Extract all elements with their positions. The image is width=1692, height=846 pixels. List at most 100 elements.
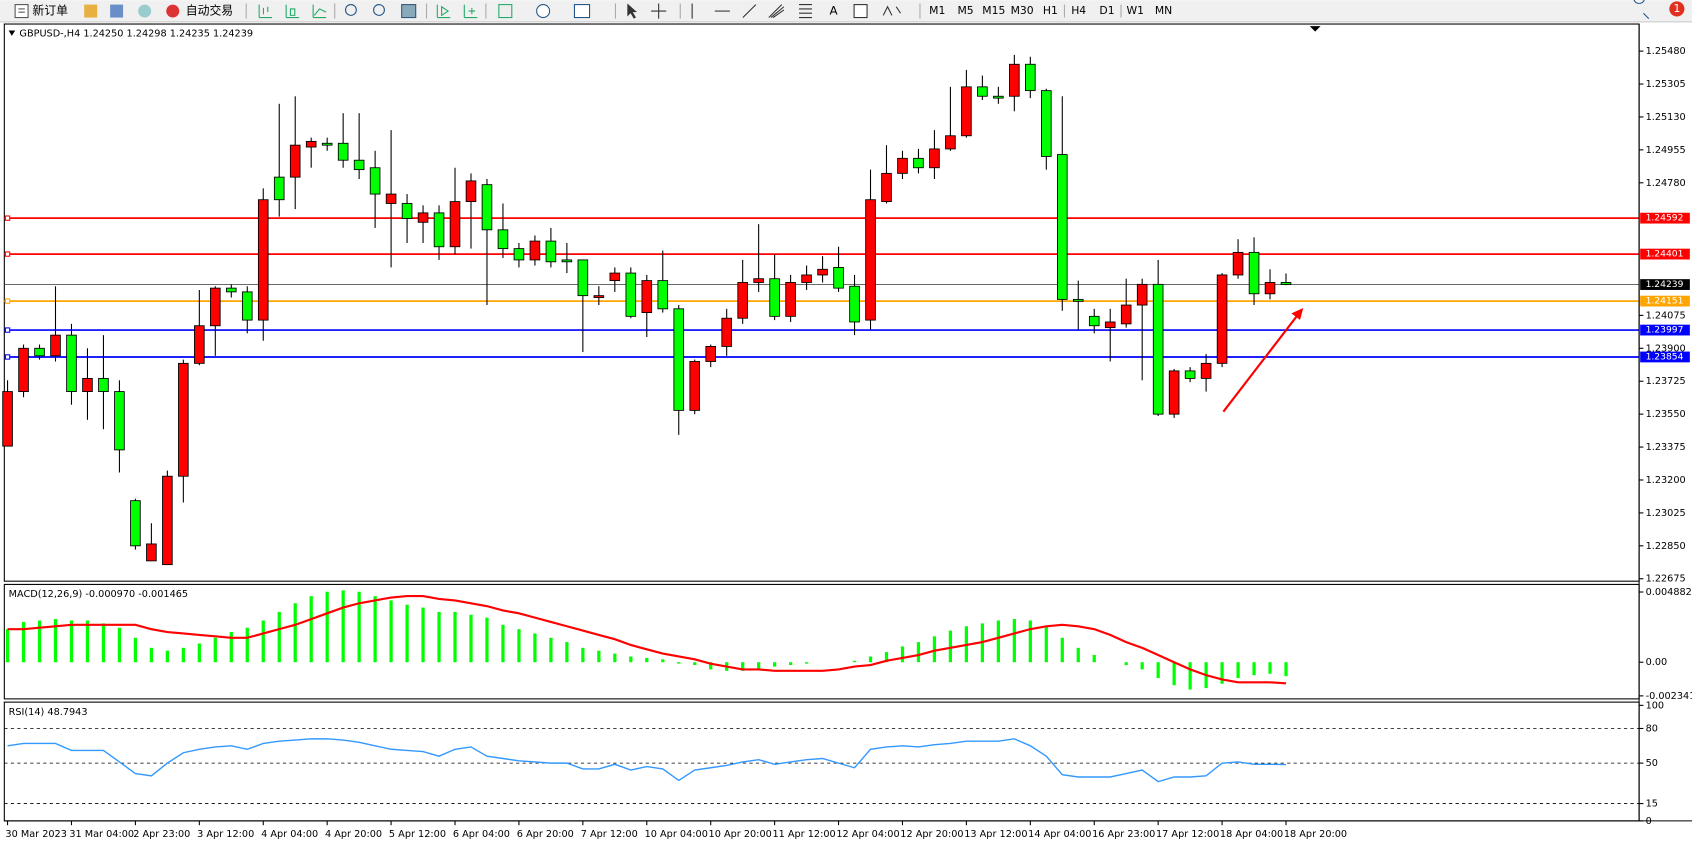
timeframe-button[interactable]: W1 xyxy=(1127,4,1145,17)
candle-body xyxy=(130,500,141,547)
candle-body xyxy=(337,142,349,161)
candle-body xyxy=(241,291,253,321)
cursor-tool[interactable] xyxy=(627,3,638,19)
y-tick-label: 0.004882 xyxy=(1646,587,1692,598)
y-tick-label: 80 xyxy=(1646,723,1658,734)
timeframe-button[interactable]: MN xyxy=(1155,4,1172,17)
candle-body xyxy=(385,193,397,204)
tile-windows[interactable] xyxy=(401,4,417,19)
candle-body xyxy=(289,144,301,178)
candle-body xyxy=(1120,304,1132,325)
text-tool[interactable]: A xyxy=(830,4,839,18)
candle-body xyxy=(1232,251,1244,276)
notification-badge[interactable] xyxy=(1669,1,1685,17)
level-label: 1.24592 xyxy=(1646,213,1684,224)
candle-body xyxy=(705,346,716,362)
candle-body xyxy=(225,287,237,293)
candle-body xyxy=(769,278,780,317)
candle-body xyxy=(481,184,493,231)
y-tick-label: 1.25480 xyxy=(1646,46,1686,57)
y-tick-label: 1.25305 xyxy=(1646,79,1686,90)
tool-icon[interactable] xyxy=(84,4,98,18)
candle-body xyxy=(817,268,828,276)
level-anchor xyxy=(4,327,11,333)
candle-body xyxy=(433,212,445,248)
tool-icon[interactable] xyxy=(110,4,124,18)
candle-body xyxy=(146,543,157,562)
candle-body xyxy=(2,391,13,447)
candle-body xyxy=(977,86,988,97)
candle-body xyxy=(993,95,1004,99)
candle-body xyxy=(114,391,125,451)
y-tick-label: 1.23200 xyxy=(1646,475,1686,486)
candle-body xyxy=(162,475,173,566)
candle-body xyxy=(1200,362,1212,379)
tool-icon[interactable] xyxy=(436,4,451,19)
tool-icon[interactable] xyxy=(463,4,478,19)
tool-icon[interactable] xyxy=(312,4,327,19)
candle-body xyxy=(18,347,29,393)
level-anchor xyxy=(4,251,11,257)
toolbar-bg xyxy=(0,0,1692,22)
candle-body xyxy=(897,157,908,174)
level-anchor xyxy=(4,354,11,360)
candle-body xyxy=(913,157,924,169)
candle-body xyxy=(753,278,764,283)
candle-body xyxy=(945,135,956,150)
candle-body xyxy=(1041,90,1052,157)
timeframe-button[interactable]: H4 xyxy=(1071,4,1086,17)
timeframe-button[interactable]: M5 xyxy=(957,4,973,17)
channel-tool[interactable] xyxy=(768,4,785,18)
zoom-out[interactable] xyxy=(373,4,385,16)
auto-trading-icon xyxy=(166,4,180,18)
indicators[interactable] xyxy=(498,4,513,19)
candle-body xyxy=(1264,282,1276,295)
y-tick-label: 1.22675 xyxy=(1646,574,1686,585)
signal-line xyxy=(7,594,1287,685)
search[interactable] xyxy=(1633,0,1650,20)
fibo-tool[interactable] xyxy=(799,4,812,19)
periods[interactable] xyxy=(536,4,551,19)
y-tick-label: 1.24780 xyxy=(1646,178,1686,189)
y-tick-label: 1.23375 xyxy=(1646,442,1686,453)
candle-body xyxy=(881,172,892,203)
timeframe-button[interactable]: M15 xyxy=(982,4,1005,17)
chart-area: 1.25480 1.25305 1.25130 1.24955 1.24780 1.240… xyxy=(2,23,1692,840)
trendline-tool[interactable] xyxy=(742,4,757,18)
level-label-bg xyxy=(1640,212,1690,224)
candle-body xyxy=(449,201,461,248)
label-tool[interactable] xyxy=(853,4,868,19)
new-order-button[interactable]: 新订单 xyxy=(14,4,68,19)
timeframe-button[interactable]: H1 xyxy=(1043,4,1058,17)
candle-body xyxy=(401,203,413,219)
last-price-bg xyxy=(1640,279,1690,290)
tool-icon[interactable] xyxy=(285,4,300,19)
pane xyxy=(3,583,1640,700)
timeframe-button[interactable]: D1 xyxy=(1099,4,1114,17)
notification-count: 1 xyxy=(1673,2,1680,15)
level-label: 1.24401 xyxy=(1646,249,1684,260)
zoom-in[interactable] xyxy=(344,4,357,16)
candle-body xyxy=(1168,370,1180,415)
tool-icon[interactable] xyxy=(138,4,152,18)
timeframe-button[interactable]: M1 xyxy=(929,4,945,17)
pane xyxy=(3,23,1640,582)
candle-body xyxy=(737,282,748,319)
x-tick-label: 12 Apr 04:00 xyxy=(836,829,899,840)
auto-trading-button[interactable]: 自动交易 xyxy=(166,4,233,18)
tool-icon[interactable] xyxy=(258,4,273,19)
x-tick-label: 17 Apr 12:00 xyxy=(1156,829,1219,840)
templates[interactable] xyxy=(573,4,591,19)
crosshair-tool[interactable] xyxy=(651,3,667,19)
candle-body xyxy=(641,280,653,314)
timeframe-button[interactable]: M30 xyxy=(1011,4,1034,17)
candle-body xyxy=(1104,321,1116,329)
x-tick-label: 2 Apr 23:00 xyxy=(133,829,190,840)
x-tick-label: 6 Apr 04:00 xyxy=(453,829,510,840)
x-tick-label: 6 Apr 20:00 xyxy=(517,829,574,840)
candle-body xyxy=(785,282,796,317)
arrows-tool[interactable] xyxy=(882,5,901,16)
symbol-icon xyxy=(8,30,16,36)
